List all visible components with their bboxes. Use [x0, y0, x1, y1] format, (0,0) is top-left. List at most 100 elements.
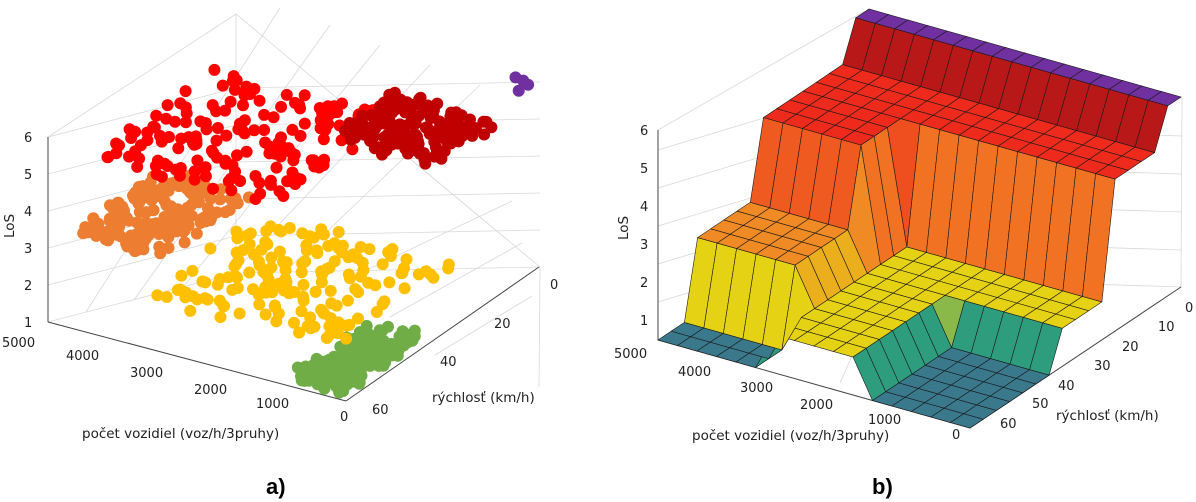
scatter-point-los2 [175, 269, 188, 282]
scatter-point-los5 [274, 150, 287, 163]
scatter-point-los2 [293, 326, 306, 339]
scatter-point-los5 [155, 135, 168, 148]
scatter-point-los1 [377, 334, 390, 347]
scatter-point-los5 [180, 107, 193, 120]
scatter-point-los2 [340, 319, 353, 332]
scatter-point-los5 [179, 85, 192, 98]
scatter-point-los2 [322, 240, 335, 252]
scatter-point-los2 [309, 285, 322, 298]
scatter-point-los5 [188, 165, 201, 178]
scatter-point-los3 [162, 220, 175, 233]
axes-a [47, 137, 540, 402]
scatter-point-los5 [206, 99, 219, 112]
scatter-point-los3 [219, 206, 232, 219]
scatter-point-los5 [420, 104, 433, 117]
scatter-point-los3 [154, 247, 167, 260]
scatter-point-los5 [258, 124, 271, 136]
scatter-point-los5 [199, 161, 212, 174]
scatter-point-los5 [216, 79, 229, 92]
panel-label-b: b) [872, 474, 893, 499]
scatter-point-los5 [421, 122, 434, 134]
scatter-point-los2 [283, 222, 296, 234]
scatter-point-los5 [477, 115, 490, 128]
scatter-point-los5 [464, 121, 477, 134]
scatter-point-los5 [281, 175, 294, 188]
scatter-point-los3 [133, 206, 146, 218]
scatter-point-los6 [512, 84, 525, 97]
scatter-point-los5 [405, 107, 417, 120]
scatter-point-los5 [380, 136, 393, 149]
scatter-point-los2 [332, 242, 345, 255]
scatter-point-los5 [129, 145, 142, 158]
scatter-point-los2 [259, 308, 272, 321]
scatter-point-los5 [280, 88, 293, 101]
scatter-point-los2 [228, 269, 241, 282]
scatter-point-los5 [253, 94, 266, 107]
scatter-point-los5 [405, 115, 418, 128]
scatter-point-los2 [300, 244, 313, 257]
scatter-point-los2 [324, 284, 337, 297]
scatter-point-los5 [277, 190, 290, 202]
scatter-point-los2 [295, 266, 308, 279]
scatter-point-los3 [204, 192, 217, 205]
ylabel-a: počet vozidiel (voz/h/3pruhy) [82, 426, 279, 442]
scatter-point-los5 [224, 172, 237, 185]
scatter-point-los3 [147, 204, 160, 217]
scatter-point-los5 [110, 137, 123, 150]
scatter-point-los5 [428, 150, 441, 163]
scatter-point-los5 [263, 147, 276, 160]
los-tick-a-5: 5 [24, 168, 32, 183]
scatter-point-los3 [136, 231, 149, 244]
scatter-point-los2 [332, 226, 345, 238]
flow-tick-a-3000: 3000 [130, 366, 163, 381]
scatter-point-los2 [341, 294, 354, 307]
scatter-point-los5 [344, 133, 357, 146]
los-tick-b-2: 2 [640, 276, 648, 291]
scatter-point-los5 [317, 133, 330, 146]
scatter-point-los1 [354, 361, 367, 374]
scatter-point-los5 [205, 144, 218, 157]
scatter-point-los3 [214, 193, 227, 206]
scatter-point-los1 [360, 319, 373, 332]
flow-tick-b-5000: 5000 [614, 347, 647, 362]
scatter-point-los5 [275, 100, 288, 113]
xlabel-b: rýchlosť (km/h) [1056, 408, 1159, 424]
scatter-point-los2 [151, 289, 164, 302]
scatter-point-los2 [231, 282, 244, 294]
scatter-point-los1 [393, 330, 406, 343]
scatter-point-los5 [335, 134, 348, 147]
speed-tick-b-0: 0 [1185, 301, 1193, 316]
scatter-point-los1 [327, 350, 340, 363]
scatter-point-los1 [401, 336, 414, 349]
scatter-point-los2 [288, 316, 300, 329]
scatter-point-los2 [328, 255, 341, 268]
scatter-point-los2 [351, 252, 364, 264]
scatter-point-los5 [161, 99, 174, 112]
scatter-point-los6 [517, 74, 530, 87]
scatter-point-los5 [191, 154, 204, 167]
scatter-point-los1 [373, 324, 386, 337]
scatter-point-los3 [87, 212, 100, 225]
scatter-point-los2 [268, 299, 281, 312]
scatter-point-los5 [331, 106, 344, 119]
scatter-points-a [77, 63, 535, 399]
speed-tick-b-50: 50 [1032, 397, 1049, 412]
scatter-point-los5 [220, 129, 233, 142]
scatter-plot-a [47, 7, 541, 402]
scatter-point-los3 [107, 223, 120, 236]
scatter-point-los5 [189, 130, 202, 143]
surface-cell [1147, 91, 1182, 107]
scatter-point-los5 [444, 126, 457, 139]
scatter-point-los3 [125, 241, 138, 254]
los-tick-b-5: 5 [640, 162, 648, 177]
scatter-point-los2 [243, 238, 256, 251]
scatter-point-los2 [247, 283, 259, 296]
flow-tick-a-0: 0 [340, 410, 348, 425]
speed-tick-b-60: 60 [1000, 417, 1017, 432]
flow-tick-a-1000: 1000 [256, 397, 289, 412]
scatter-point-los2 [199, 276, 212, 289]
scatter-point-los2 [233, 307, 246, 320]
scatter-point-los5 [234, 175, 247, 187]
scatter-point-los2 [315, 303, 328, 316]
los-tick-a-6: 6 [24, 131, 32, 146]
